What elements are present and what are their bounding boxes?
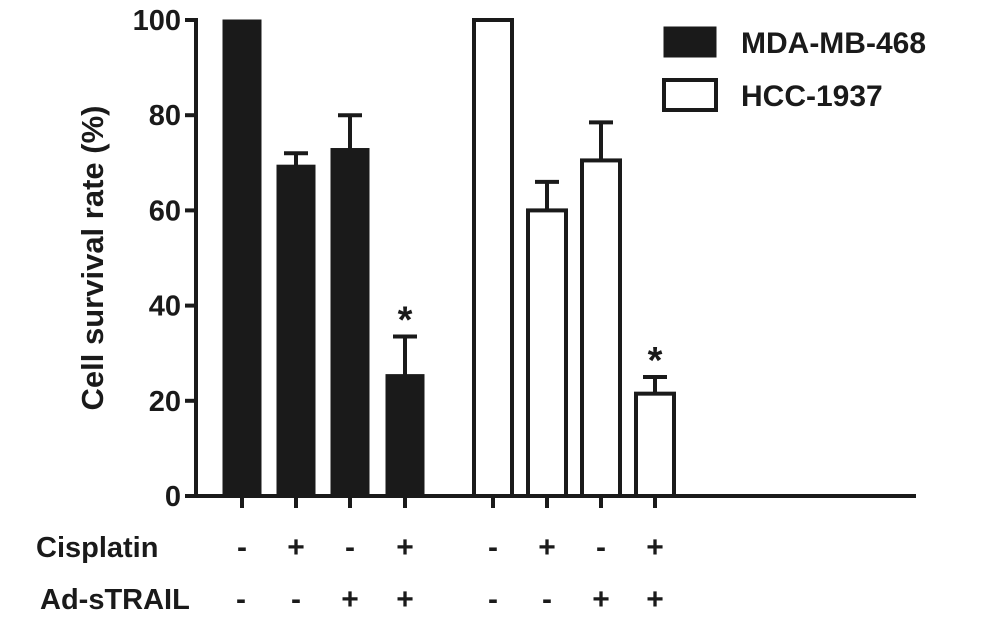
y-tick-label: 0 [165,481,181,513]
bar-mda-mb-468 [330,148,370,497]
bar-hcc-1937 [634,391,676,498]
y-tick-label: 100 [133,5,181,37]
treatment-sign: - [596,531,606,564]
bar-mda-mb-468 [222,19,262,497]
treatment-sign: + [646,583,664,616]
treatment-sign: + [341,583,359,616]
treatment-sign: - [236,583,246,616]
treatment-sign: - [291,583,301,616]
treatment-sign: + [287,531,305,564]
treatment-label: Ad-sTRAIL [40,584,190,616]
significance-marker: * [398,300,413,342]
bar-hcc-1937 [472,18,514,498]
treatment-sign: + [396,583,414,616]
treatment-sign: + [396,531,414,564]
treatment-sign: - [488,583,498,616]
bar-hcc-1937 [580,158,622,498]
treatment-label: Cisplatin [36,532,158,564]
treatment-sign: + [646,531,664,564]
bars: ** [222,18,676,498]
treatment-sign: + [592,583,610,616]
y-tick-label: 20 [149,386,181,418]
treatment-sign: + [538,531,556,564]
bar-hcc-1937 [526,208,568,498]
y-tick-label: 40 [149,291,181,323]
legend-label: MDA-MB-468 [741,27,926,60]
treatment-table: Cisplatin - + - + - + - + Ad-sTRAIL - - + + - - + + [36,531,664,616]
legend-swatch [662,78,718,112]
significance-marker: * [648,340,663,382]
y-tick-label: 60 [149,195,181,227]
treatment-sign: - [345,531,355,564]
legend-label: HCC-1937 [741,80,883,113]
y-tick-label: 80 [149,100,181,132]
bar-mda-mb-468 [385,374,425,497]
treatment-sign: - [488,531,498,564]
legend-swatch [663,26,717,58]
treatment-sign: - [237,531,247,564]
treatment-sign: - [542,583,552,616]
bar-mda-mb-468 [276,164,316,497]
y-axis-label: Cell survival rate (%) [75,106,110,411]
legend: MDA-MB-468 HCC-1937 [662,26,926,113]
